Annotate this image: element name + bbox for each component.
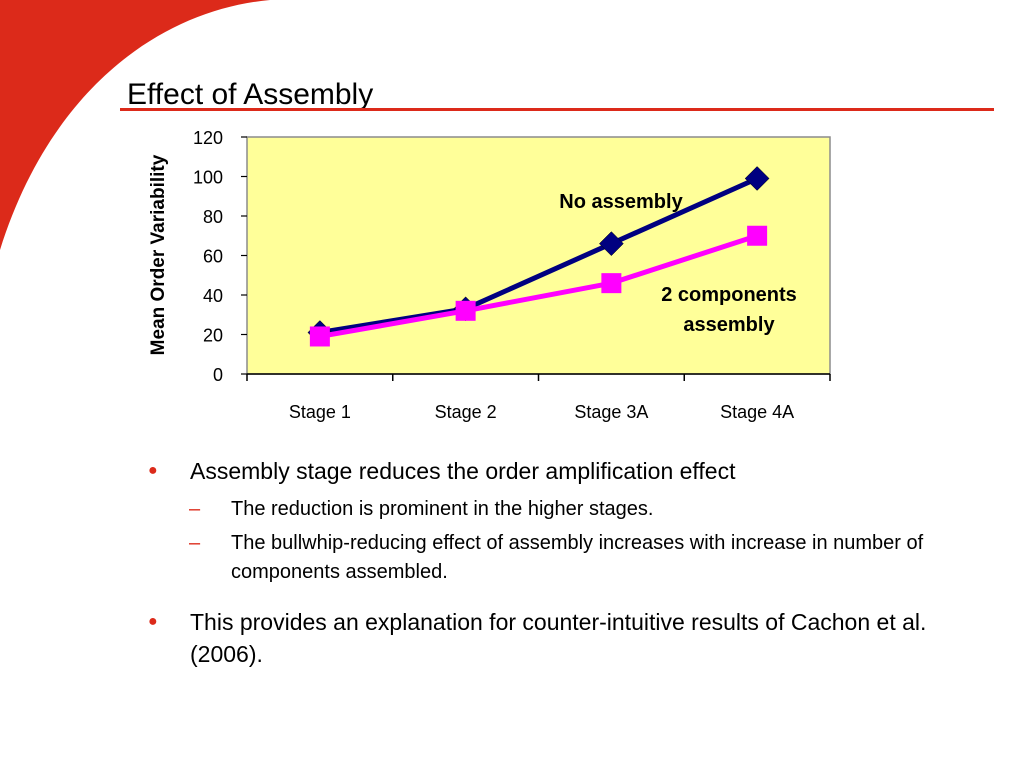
title-underline [120, 108, 994, 111]
annotation-no-assembly: No assembly [559, 191, 683, 213]
x-tick-label: Stage 3A [574, 402, 648, 422]
x-tick-label: Stage 1 [289, 402, 351, 422]
y-tick-label: 120 [193, 128, 223, 148]
data-point-2-components-assembly [455, 300, 476, 321]
corner-swoosh-decoration [0, 0, 270, 250]
bullet-dot-icon: ● [148, 613, 158, 630]
x-tick-label: Stage 2 [435, 402, 497, 422]
sub-bullet-text: The reduction is prominent in the higher… [231, 498, 654, 520]
bullet-dot-icon: ● [148, 462, 158, 479]
bullet-text: This provides an explanation for counter… [190, 609, 927, 667]
sub-bullet-dash-icon: – [189, 532, 201, 554]
bullet-item: ● This provides an explanation for count… [145, 606, 945, 670]
data-point-2-components-assembly [309, 326, 330, 347]
series-line-2-components-assembly [319, 233, 758, 339]
slide-title: Effect of Assembly [127, 78, 374, 111]
y-tick-label: 80 [203, 207, 223, 227]
sub-bullet-text: The bullwhip-reducing effect of assembly… [231, 532, 924, 583]
bullet-list: ● Assembly stage reduces the order ampli… [145, 455, 945, 678]
bullet-text: Assembly stage reduces the order amplifi… [190, 458, 736, 484]
sub-bullet-item: – The reduction is prominent in the high… [145, 495, 945, 524]
y-tick-label: 0 [213, 365, 223, 385]
y-axis: 0 20 40 60 80 100 120 [193, 128, 247, 385]
y-tick-label: 60 [203, 247, 223, 267]
data-point-2-components-assembly [601, 273, 622, 294]
x-axis: Stage 1 Stage 2 Stage 3A Stage 4A [246, 373, 831, 422]
y-axis-label: Mean Order Variability [148, 154, 169, 355]
data-point-no-assembly [744, 166, 770, 191]
bullet-item: ● Assembly stage reduces the order ampli… [145, 455, 945, 487]
y-tick-label: 100 [193, 168, 223, 188]
sub-bullet-item: – The bullwhip-reducing effect of assemb… [145, 529, 945, 587]
series-layer [307, 166, 770, 347]
y-tick-label: 20 [203, 326, 223, 346]
data-point-no-assembly [599, 231, 624, 257]
sub-bullet-dash-icon: – [189, 498, 201, 520]
plot-area [246, 136, 831, 375]
series-line-no-assembly [319, 176, 759, 335]
data-point-2-components-assembly [747, 225, 768, 246]
annotation-assembly-line1: 2 components [661, 284, 797, 306]
x-tick-label: Stage 4A [720, 402, 794, 422]
annotation-assembly-line2: assembly [683, 314, 775, 336]
y-tick-label: 40 [203, 286, 223, 306]
